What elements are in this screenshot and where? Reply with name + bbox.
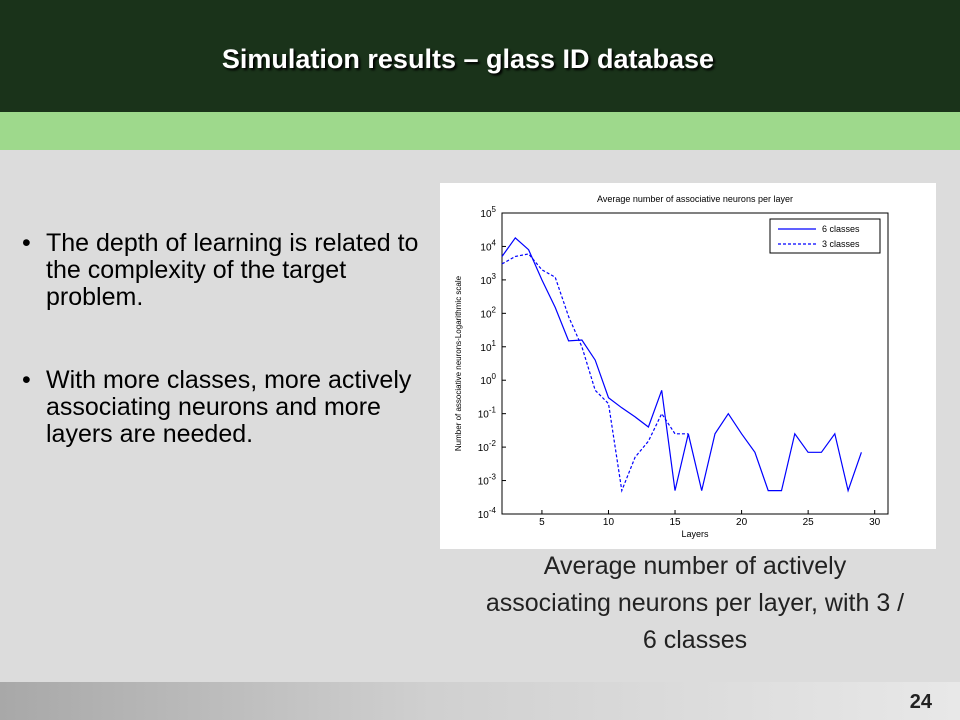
x-tick-label: 30 <box>869 517 881 528</box>
legend-box <box>769 218 881 254</box>
y-tick-base: 10 <box>480 242 492 253</box>
slide-header <box>0 0 960 112</box>
y-tick-exponent: -4 <box>489 506 497 515</box>
y-tick-label: 103 <box>480 272 496 287</box>
bullet-text: The depth of learning is related to the … <box>46 229 419 311</box>
y-tick-exponent: -3 <box>489 473 497 482</box>
y-tick-label: 105 <box>480 205 496 220</box>
page-number: 24 <box>909 691 932 713</box>
y-tick-exponent: 2 <box>492 305 497 314</box>
plot-frame <box>501 212 889 515</box>
y-tick-exponent: 3 <box>492 272 497 281</box>
x-axis-label: Layers <box>681 529 709 539</box>
y-tick-base: 10 <box>480 309 492 320</box>
bullet-list: • The depth of learning is related to the… <box>22 230 442 504</box>
y-tick-exponent: 4 <box>492 238 497 247</box>
slide-title: Simulation results – glass ID database <box>221 44 715 74</box>
bullet-item: • The depth of learning is related to the… <box>22 230 442 311</box>
x-tick-label: 5 <box>539 517 545 528</box>
y-tick-exponent: -1 <box>489 406 497 415</box>
y-tick-base: 10 <box>478 510 490 521</box>
slide-footer <box>0 682 960 720</box>
y-tick-base: 10 <box>478 477 490 488</box>
bullet-dot: • <box>22 229 31 257</box>
y-tick-base: 10 <box>478 443 490 454</box>
series-line-2 <box>501 253 689 493</box>
line-chart: Average number of associative neurons pe… <box>454 194 889 539</box>
y-tick-label: 10-3 <box>478 473 497 488</box>
y-tick-label: 100 <box>480 372 496 387</box>
bullet-item: • With more classes, more actively associ… <box>22 367 442 448</box>
x-tick-label: 15 <box>669 517 681 528</box>
y-tick-base: 10 <box>480 276 492 287</box>
chart-panel: Average number of associative neurons pe… <box>440 183 936 549</box>
chart-title: Average number of associative neurons pe… <box>597 194 793 204</box>
y-tick-base: 10 <box>480 209 492 220</box>
bullet-text: With more classes, more actively associa… <box>46 366 412 448</box>
y-axis-label: Number of associative neurons-Logarithmi… <box>454 275 463 451</box>
y-tick-label: 102 <box>480 305 496 320</box>
chart-caption: Average number of actively associating n… <box>485 552 905 654</box>
legend-label: 3 classes <box>822 239 860 249</box>
y-tick-exponent: 0 <box>492 372 497 381</box>
y-tick-exponent: 1 <box>492 339 497 348</box>
y-tick-label: 101 <box>480 339 496 354</box>
series-line-1 <box>501 237 862 493</box>
y-tick-label: 104 <box>480 238 496 253</box>
x-tick-label: 20 <box>736 517 748 528</box>
header-band <box>0 112 960 150</box>
bullet-dot: • <box>22 366 31 394</box>
y-tick-base: 10 <box>478 410 490 421</box>
legend-label: 6 classes <box>822 224 860 234</box>
x-tick-label: 25 <box>803 517 815 528</box>
y-tick-label: 10-1 <box>478 406 497 421</box>
y-tick-label: 10-2 <box>478 439 497 454</box>
y-tick-base: 10 <box>480 376 492 387</box>
y-tick-base: 10 <box>480 343 492 354</box>
y-tick-exponent: 5 <box>492 205 497 214</box>
y-tick-exponent: -2 <box>489 439 497 448</box>
y-tick-label: 10-4 <box>478 506 497 521</box>
x-tick-label: 10 <box>603 517 615 528</box>
